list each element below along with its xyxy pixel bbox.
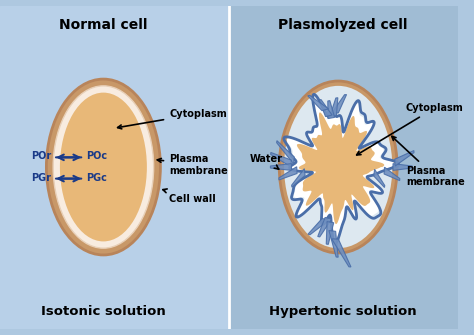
Ellipse shape xyxy=(60,92,147,242)
Text: PGc: PGc xyxy=(86,173,107,183)
Text: Hypertonic solution: Hypertonic solution xyxy=(269,306,417,319)
Text: Cytoplasm: Cytoplasm xyxy=(356,103,464,155)
Text: Plasmolyzed cell: Plasmolyzed cell xyxy=(278,18,408,32)
Polygon shape xyxy=(384,167,400,181)
Text: POc: POc xyxy=(86,151,107,161)
Ellipse shape xyxy=(279,81,397,253)
Polygon shape xyxy=(279,167,297,180)
Polygon shape xyxy=(328,100,335,119)
Polygon shape xyxy=(393,163,412,171)
Text: Isotonic solution: Isotonic solution xyxy=(41,306,166,319)
Text: PGr: PGr xyxy=(31,173,51,183)
Polygon shape xyxy=(330,98,338,117)
Polygon shape xyxy=(287,98,395,239)
Ellipse shape xyxy=(46,79,160,255)
Polygon shape xyxy=(395,150,414,166)
Ellipse shape xyxy=(284,86,392,248)
Polygon shape xyxy=(319,99,332,117)
Polygon shape xyxy=(332,239,351,267)
Polygon shape xyxy=(374,169,385,188)
Polygon shape xyxy=(308,218,328,235)
Text: Cytoplasm: Cytoplasm xyxy=(118,109,227,129)
Polygon shape xyxy=(297,112,384,224)
Polygon shape xyxy=(332,94,346,113)
Polygon shape xyxy=(329,230,338,257)
Bar xyxy=(0,6,229,329)
Text: Plasma
membrane: Plasma membrane xyxy=(157,154,228,176)
Text: Normal cell: Normal cell xyxy=(59,18,147,32)
Polygon shape xyxy=(318,217,332,237)
Text: POr: POr xyxy=(31,151,51,161)
Ellipse shape xyxy=(53,86,154,248)
Polygon shape xyxy=(277,141,294,164)
Text: Cell wall: Cell wall xyxy=(163,189,216,204)
Bar xyxy=(229,6,458,329)
Polygon shape xyxy=(308,95,328,111)
Polygon shape xyxy=(292,169,305,187)
Polygon shape xyxy=(326,221,334,245)
Text: Plasma
membrane: Plasma membrane xyxy=(392,136,465,188)
Polygon shape xyxy=(271,163,292,171)
Text: Water: Water xyxy=(249,154,283,169)
Polygon shape xyxy=(271,152,292,167)
